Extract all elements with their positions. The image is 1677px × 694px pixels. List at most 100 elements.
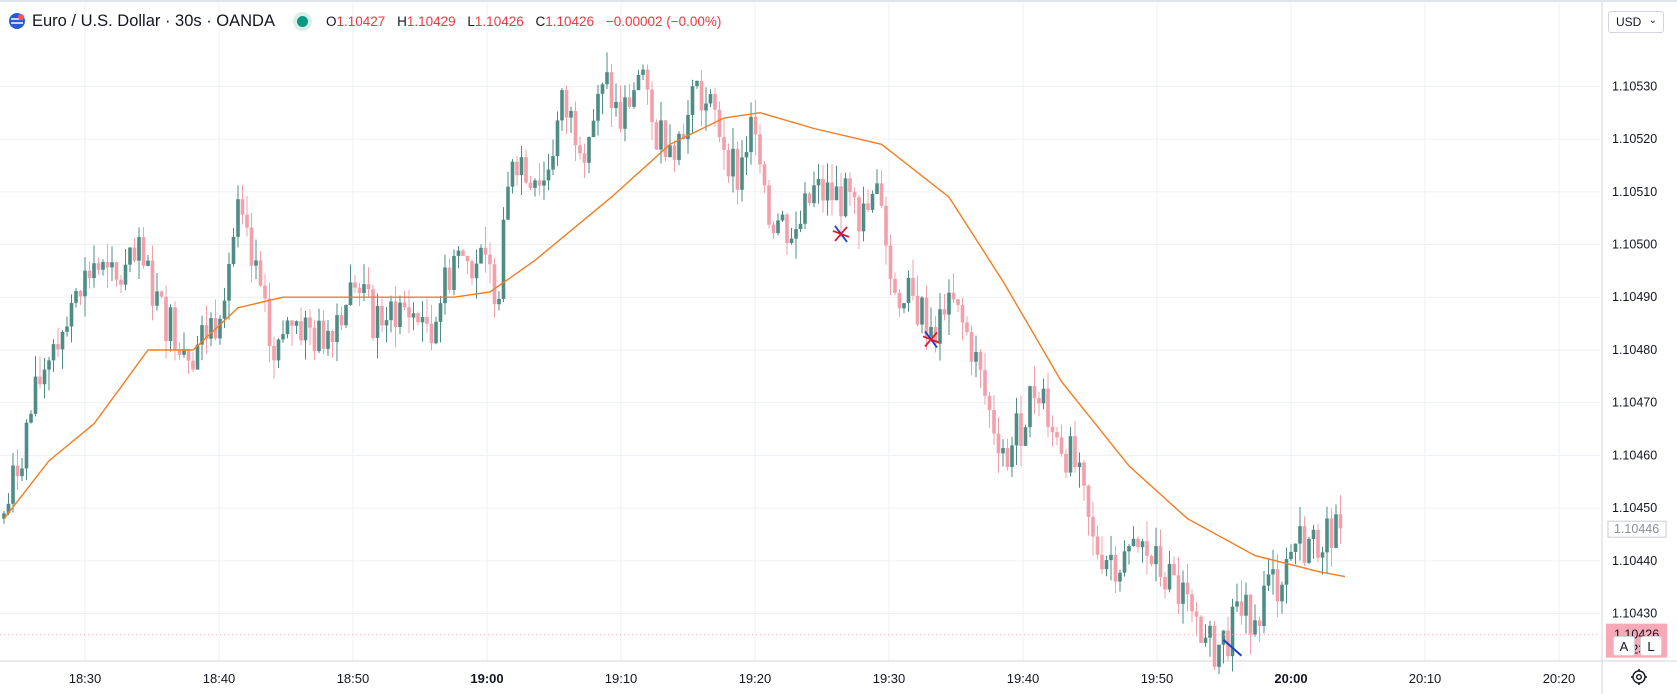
candle-up <box>11 465 15 504</box>
candle-up <box>1289 551 1293 560</box>
candle-up <box>452 255 456 290</box>
candle-down <box>150 260 155 306</box>
candle-down <box>537 180 542 186</box>
candle-down <box>258 260 263 286</box>
candle-up <box>60 331 65 350</box>
candle-down <box>177 350 182 355</box>
candle-up <box>704 103 708 111</box>
candle-up <box>1167 563 1172 590</box>
high-value: 1.10429 <box>406 13 456 29</box>
gear-icon[interactable] <box>1630 668 1648 686</box>
candle-up <box>474 263 479 279</box>
candle-down <box>807 193 812 204</box>
candle-up <box>218 318 222 339</box>
candle-up <box>24 422 29 469</box>
annotation-stroke-red <box>834 226 848 242</box>
candle-up <box>825 182 830 201</box>
candle-up <box>285 320 290 335</box>
candle-up <box>110 262 114 268</box>
candle-up <box>695 80 699 87</box>
candle-down <box>308 317 312 328</box>
candle-up <box>1325 518 1329 553</box>
candle-up <box>128 247 132 265</box>
candle-up <box>20 468 24 477</box>
candle-down <box>87 270 92 279</box>
candle-down <box>758 134 762 165</box>
candle-up <box>744 152 749 158</box>
candle-up <box>443 267 447 304</box>
candle-up <box>816 178 821 186</box>
candle-up <box>1104 560 1109 570</box>
candle-down <box>429 323 434 344</box>
candle-up <box>510 161 515 187</box>
candle-up <box>686 114 690 140</box>
candle-down <box>956 299 960 305</box>
low-label: L <box>467 13 475 29</box>
auto-scale-button[interactable]: A <box>1613 636 1635 656</box>
candle-down <box>240 199 245 215</box>
candle-up <box>231 236 236 265</box>
symbol-title[interactable]: Euro / U.S. Dollar · 30s · OANDA <box>32 11 275 30</box>
close-label: C <box>535 13 546 29</box>
candle-down <box>56 344 60 350</box>
candles <box>2 52 1343 675</box>
candle-down <box>114 262 119 280</box>
candle-down <box>141 237 146 266</box>
candle-up <box>600 84 605 94</box>
candle-up <box>1109 554 1113 561</box>
candle-down <box>1019 413 1023 446</box>
candle-up <box>1118 572 1122 582</box>
candle-up <box>222 300 227 319</box>
candle-up <box>533 180 537 188</box>
candle-down <box>1329 518 1334 548</box>
candle-down <box>654 122 659 150</box>
candle-up <box>1154 546 1158 565</box>
chevron-down-icon: ⌄ <box>1648 15 1657 26</box>
candle-down <box>96 263 101 270</box>
candle-up <box>659 120 663 150</box>
candle-down <box>173 307 177 351</box>
candle-down <box>753 116 758 135</box>
candle-down <box>767 185 771 225</box>
candle-down <box>447 267 452 290</box>
candle-up <box>560 90 564 121</box>
log-scale-button[interactable]: L <box>1640 636 1662 656</box>
candle-up <box>803 193 807 224</box>
candle-down <box>1275 569 1280 602</box>
candle-up <box>902 303 906 309</box>
candle-up <box>668 145 672 158</box>
candle-down <box>762 164 767 186</box>
candle-down <box>528 182 533 188</box>
candle-down <box>470 261 474 279</box>
time-axis-label: 19:20 <box>739 671 772 686</box>
candle-down <box>1338 514 1343 529</box>
candle-down <box>650 89 654 123</box>
candle-up <box>938 309 942 344</box>
candle-up <box>1023 427 1028 446</box>
candle-down <box>488 254 492 265</box>
candle-up <box>69 302 74 327</box>
candle-up <box>632 90 636 107</box>
low-value: 1.10426 <box>474 13 524 29</box>
candle-up <box>344 305 348 326</box>
time-axis-label: 19:50 <box>1141 671 1174 686</box>
candle-down <box>393 301 398 328</box>
candle-up <box>789 238 794 244</box>
currency-selector[interactable]: USD ⌄ <box>1608 11 1664 33</box>
price-axis-label: 1.10510 <box>1612 185 1657 199</box>
market-status-icon[interactable] <box>292 11 312 31</box>
price-axis-label: 1.10500 <box>1612 238 1657 252</box>
candle-up <box>92 263 96 279</box>
candle-down <box>524 157 528 183</box>
candle-up <box>456 250 461 256</box>
candle-down <box>353 282 357 288</box>
candle-up <box>690 86 695 115</box>
candle-down <box>1176 575 1181 604</box>
candle-up <box>1230 606 1235 657</box>
candle-up <box>146 260 150 266</box>
candle-up <box>303 317 308 341</box>
candle-up <box>1001 448 1005 454</box>
candle-down <box>132 247 137 261</box>
